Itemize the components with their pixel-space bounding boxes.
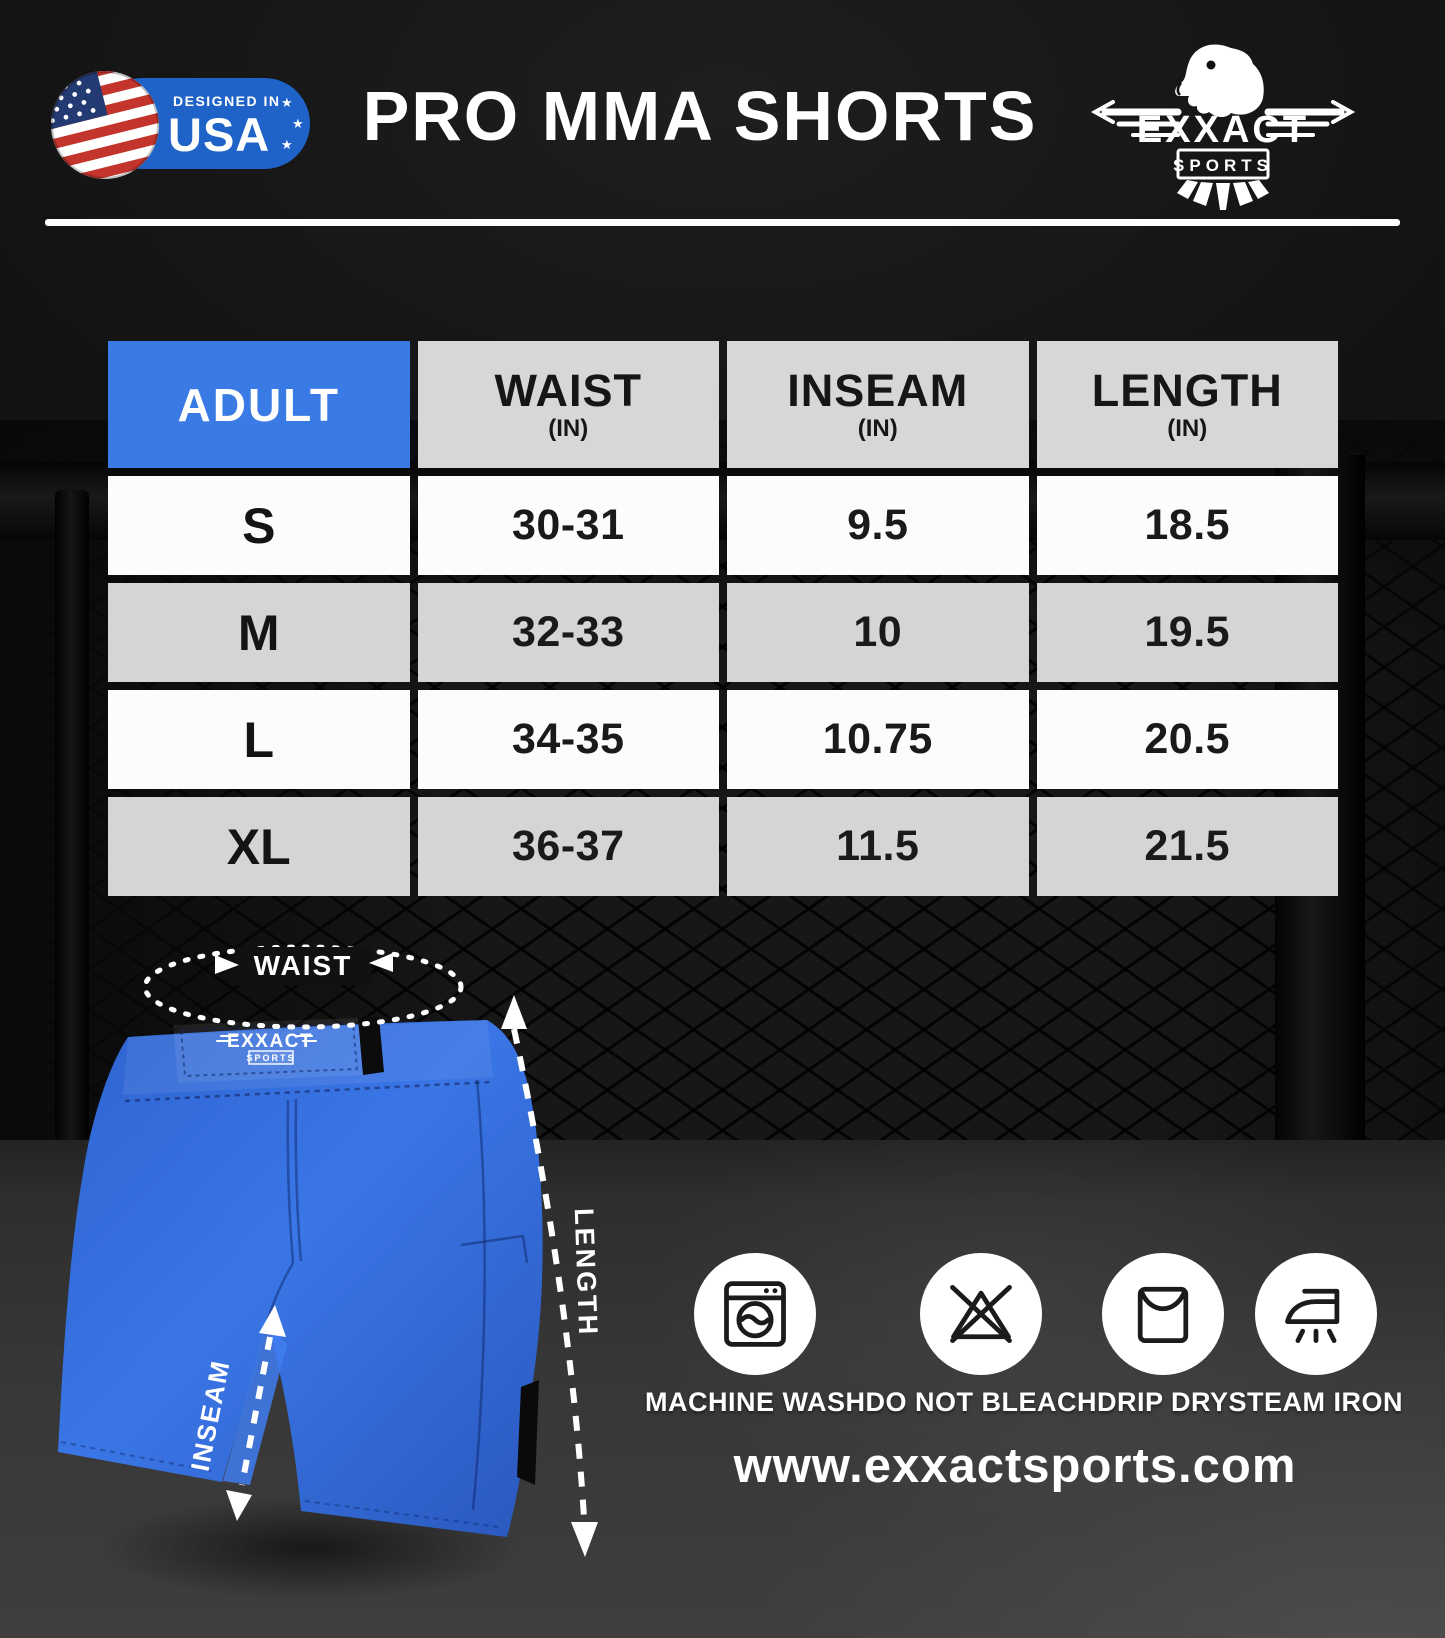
star-icon: ★ bbox=[292, 116, 304, 131]
table-cell-waist: 34-35 bbox=[417, 690, 719, 789]
table-row-size: XL bbox=[108, 797, 410, 896]
machine-wash-icon bbox=[724, 1281, 787, 1347]
care-label: MACHINE WASH bbox=[645, 1387, 866, 1417]
care-label: DRIP DRY bbox=[1097, 1387, 1229, 1417]
shorts-patch-logo: EXXACT SPORTS bbox=[216, 1031, 317, 1065]
table-cell-inseam: 10.75 bbox=[727, 690, 1029, 789]
care-label: STEAM IRON bbox=[1228, 1387, 1404, 1417]
table-cell-length: 21.5 bbox=[1036, 797, 1338, 896]
shorts-patch-brand: EXXACT bbox=[227, 1031, 313, 1052]
wing-right-icon bbox=[1264, 100, 1356, 137]
usa-flag-icon bbox=[51, 71, 159, 179]
care-item-steam-iron: STEAM IRON bbox=[1229, 1253, 1404, 1418]
table-cell-waist: 32-33 bbox=[417, 583, 719, 682]
care-item-do-not-bleach: DO NOT BLEACH bbox=[866, 1253, 1098, 1418]
table-cell-waist: 30-31 bbox=[417, 476, 719, 575]
care-item-machine-wash: MACHINE WASH bbox=[645, 1253, 866, 1418]
tail-feathers-icon bbox=[1177, 180, 1269, 210]
badge-usa-label: USA bbox=[168, 108, 271, 161]
table-row-size: M bbox=[108, 583, 410, 682]
care-label: DO NOT BLEACH bbox=[865, 1387, 1097, 1417]
table-cell-inseam: 11.5 bbox=[727, 797, 1029, 896]
page-title: PRO MMA SHORTS bbox=[362, 77, 1038, 155]
length-annotation: LENGTH bbox=[501, 995, 603, 1557]
badge-designed-in-label: DESIGNED IN bbox=[173, 93, 281, 109]
length-label: LENGTH bbox=[569, 1208, 603, 1338]
cage-post-left bbox=[55, 490, 89, 1140]
column-header-adult: ADULT bbox=[108, 341, 410, 468]
table-row-size: S bbox=[108, 476, 410, 575]
divider-line bbox=[45, 219, 1400, 226]
star-icon: ★ bbox=[281, 95, 293, 110]
table-cell-length: 20.5 bbox=[1036, 690, 1338, 789]
column-header-length: LENGTH (IN) bbox=[1036, 341, 1338, 468]
waist-annotation: WAIST bbox=[142, 944, 464, 1030]
care-instructions: MACHINE WASH DO NOT BLEACH DRIP DRY bbox=[645, 1253, 1403, 1418]
waist-label: WAIST bbox=[254, 950, 353, 981]
care-item-drip-dry: DRIP DRY bbox=[1097, 1253, 1229, 1418]
shorts-patch-sub: SPORTS bbox=[246, 1053, 295, 1063]
table-cell-waist: 36-37 bbox=[417, 797, 719, 896]
brand-logo-subtext: SPORTS bbox=[1173, 156, 1273, 175]
table-cell-inseam: 9.5 bbox=[727, 476, 1029, 575]
wing-left-icon bbox=[1090, 100, 1182, 137]
table-row-size: L bbox=[108, 690, 410, 789]
do-not-bleach-icon bbox=[950, 1285, 1013, 1343]
drip-dry-icon bbox=[1137, 1286, 1188, 1343]
eagle-icon bbox=[1175, 44, 1264, 118]
brand-logo-text: EXXACT bbox=[1137, 109, 1309, 151]
table-cell-inseam: 10 bbox=[727, 583, 1029, 682]
size-chart-table: ADULT WAIST (IN) INSEAM (IN) LENGTH (IN)… bbox=[108, 341, 1338, 896]
column-header-inseam: INSEAM (IN) bbox=[727, 341, 1029, 468]
table-cell-length: 19.5 bbox=[1036, 583, 1338, 682]
table-cell-length: 18.5 bbox=[1036, 476, 1338, 575]
steam-iron-icon bbox=[1284, 1288, 1340, 1343]
star-icon: ★ bbox=[281, 137, 293, 152]
brand-logo: EXXACT SPORTS bbox=[1090, 44, 1356, 210]
product-image-shorts: EXXACT SPORTS WAIST bbox=[58, 944, 603, 1557]
column-header-waist: WAIST (IN) bbox=[417, 341, 719, 468]
website-link[interactable]: www.exxactsports.com bbox=[733, 1439, 1297, 1493]
